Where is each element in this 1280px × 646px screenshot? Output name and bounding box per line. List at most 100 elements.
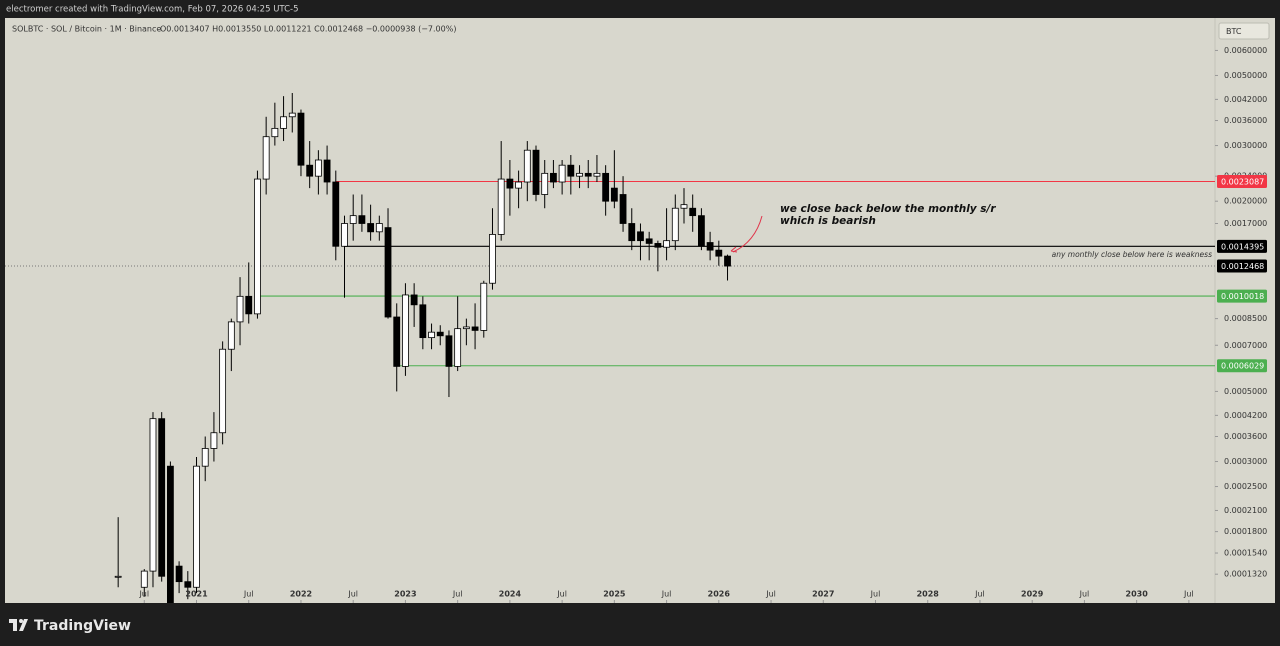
candle-body	[140, 570, 148, 588]
annotation: which is bearish	[780, 215, 876, 227]
candle-body	[445, 335, 453, 367]
x-tick-label: Jul	[870, 590, 881, 599]
candle-body	[358, 215, 366, 224]
candle-body	[462, 326, 470, 330]
candle-body	[288, 112, 296, 118]
candle-body	[341, 223, 348, 247]
price-label-box	[1217, 239, 1267, 253]
x-tick-label: 2030	[1126, 590, 1149, 599]
currency: BTC	[1226, 27, 1242, 36]
y-tick-label: 0.0002500	[1224, 482, 1267, 491]
candle-body	[645, 238, 653, 244]
x-tick-label: Jul	[974, 590, 985, 599]
candle-body	[523, 149, 531, 183]
price-label-box	[1217, 174, 1267, 188]
candle-body	[393, 316, 401, 367]
annotation: we close back below the monthly s/r	[780, 203, 996, 215]
candle-body	[654, 243, 662, 248]
candle-body	[201, 448, 209, 467]
y-tick-label: 0.0001320	[1224, 570, 1267, 579]
candle-body	[175, 565, 183, 583]
plot	[5, 92, 1215, 603]
candle-body	[541, 172, 549, 195]
x-tick-label: 2026	[708, 590, 731, 599]
candle-body	[323, 159, 331, 183]
price-label: 0.0012468	[1221, 262, 1264, 271]
logo	[9, 619, 28, 631]
candle-body	[637, 231, 644, 242]
candle-body	[436, 331, 444, 337]
price-label: 0.0006029	[1221, 362, 1264, 371]
candle-body	[671, 207, 679, 242]
candle-body	[454, 328, 462, 367]
candle-body	[297, 112, 305, 166]
candle-body	[227, 321, 235, 350]
candle-body	[532, 149, 540, 195]
price-label-box	[1217, 289, 1267, 303]
candle-body	[567, 164, 575, 177]
x-tick-label: 2029	[1021, 590, 1044, 599]
candle-body	[689, 207, 697, 217]
symbol-title: SOLBTC · SOL / Bitcoin · 1M · Binance	[12, 25, 161, 34]
candle-body	[219, 348, 227, 434]
candle-body	[610, 187, 618, 202]
candle-body	[236, 295, 244, 323]
candle-body	[628, 223, 636, 242]
candle-body	[262, 136, 270, 180]
candle-body	[166, 465, 174, 603]
y-tick-label: 0.0001540	[1224, 549, 1267, 558]
candle-body	[280, 116, 287, 129]
footer-brand: TradingView	[34, 618, 131, 634]
candle-body	[375, 223, 383, 233]
y-tick-label: 0.0001800	[1224, 527, 1267, 536]
x-tick-label: Jul	[556, 590, 567, 599]
y-tick-label: 0.0002100	[1224, 506, 1267, 515]
candle-body	[254, 178, 261, 315]
x-tick-label: Jul	[452, 590, 463, 599]
candle-body	[349, 215, 357, 224]
candle-body	[114, 575, 122, 578]
candle-body	[402, 294, 409, 367]
candle-body	[271, 127, 279, 138]
candle-body	[471, 326, 479, 331]
candle-body	[419, 304, 427, 339]
price-label-box	[1217, 359, 1267, 373]
x-tick-label: 2021	[185, 590, 208, 599]
candle-body	[384, 227, 392, 318]
x-tick-label: 2024	[499, 590, 522, 599]
candle-body	[680, 204, 688, 209]
annotation: any monthly close below here is weakness	[1052, 250, 1212, 259]
x-tick-label: Jul	[243, 590, 254, 599]
x-tick-label: 2028	[917, 590, 940, 599]
y-tick-label: 0.0036000	[1224, 116, 1267, 125]
x-tick-label: Jul	[347, 590, 358, 599]
y-tick-label: 0.0050000	[1224, 71, 1267, 80]
x-tick-label: Jul	[138, 590, 149, 599]
candle-body	[724, 255, 731, 267]
candle-body	[576, 172, 583, 177]
candle-body	[410, 294, 418, 306]
axes: 0.0060000 0.0050000 0.0042000 0.0036000 0.00…	[138, 46, 1267, 603]
candle-body	[489, 234, 496, 284]
candle-body	[715, 249, 723, 257]
candle-body	[619, 194, 627, 224]
candle-body	[497, 178, 505, 235]
candle-body	[314, 159, 322, 177]
y-tick-label: 0.0003600	[1224, 432, 1267, 441]
candle-body	[245, 295, 253, 315]
price-label-box	[1217, 259, 1267, 273]
y-tick-label: 0.0042000	[1224, 95, 1267, 104]
price-label: 0.0023087	[1221, 177, 1264, 186]
candle-body	[584, 172, 592, 177]
candle-body	[193, 465, 200, 588]
candle-body	[602, 172, 610, 202]
x-tick-label: Jul	[765, 590, 776, 599]
candle-body	[332, 181, 340, 247]
annotation-arrow	[732, 215, 763, 253]
candle-body	[306, 164, 314, 177]
candle-body	[593, 172, 601, 177]
candle-body	[698, 215, 705, 247]
header: electromer created with TradingView.com,…	[6, 5, 299, 15]
